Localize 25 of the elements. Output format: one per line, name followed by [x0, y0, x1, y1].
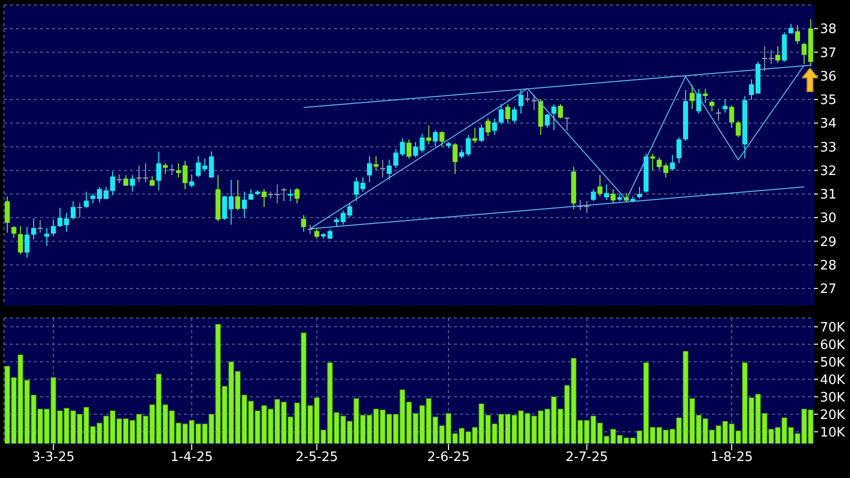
- y-tick-label: 30: [820, 211, 837, 226]
- x-tick-label: 2-7-25: [566, 450, 608, 466]
- y-tick-label: 35: [820, 93, 837, 108]
- x-tick-label: 3-3-25: [32, 450, 75, 466]
- y-tick-label: 29: [820, 234, 837, 250]
- y-tick-label: 50K: [820, 355, 846, 370]
- y-tick-label: 33: [820, 140, 837, 156]
- y-tick-label: 37: [820, 46, 837, 61]
- y-tick-label: 32: [820, 164, 837, 179]
- x-tick-label: 1-8-25: [710, 450, 753, 466]
- y-tick-label: 30K: [820, 390, 846, 406]
- x-tick-label: 2-5-25: [296, 450, 338, 466]
- y-tick-label: 34: [820, 116, 837, 132]
- y-tick-label: 20K: [820, 408, 846, 423]
- x-tick-label: 2-6-25: [427, 450, 470, 466]
- y-tick-label: 40K: [820, 372, 846, 388]
- y-tick-label: 27: [820, 282, 837, 298]
- y-tick-label: 70K: [820, 320, 846, 336]
- y-tick-label: 60K: [820, 338, 846, 353]
- x-tick-label: 1-4-25: [170, 450, 213, 466]
- y-tick-label: 10K: [820, 425, 846, 440]
- y-tick-label: 38: [820, 22, 837, 38]
- y-tick-label: 31: [820, 188, 837, 203]
- y-tick-label: 36: [820, 69, 837, 84]
- y-tick-label: 28: [820, 258, 837, 274]
